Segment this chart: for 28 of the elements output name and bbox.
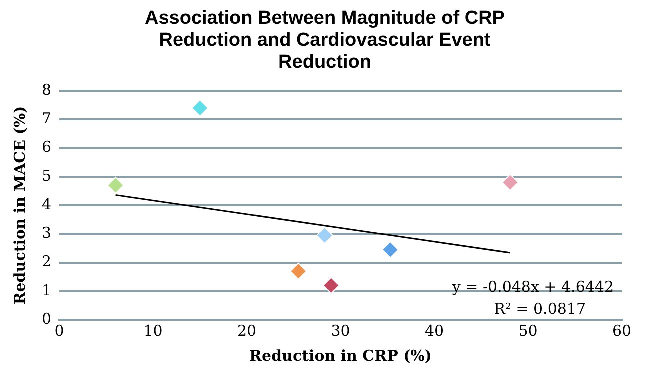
y-tick-label: 8 [42, 80, 52, 99]
point [502, 174, 519, 192]
x-tick-label: 40 [424, 322, 444, 340]
point [192, 100, 209, 117]
x-axis-title: Reduction in CRP (%) [250, 346, 432, 365]
x-tick-label: 10 [144, 322, 163, 340]
y-tick-label: 5 [42, 166, 52, 185]
y-tick-label: 2 [42, 252, 52, 271]
x-tick-label: 30 [331, 322, 350, 340]
x-tick-label: 60 [612, 322, 632, 340]
point [290, 262, 308, 280]
point [316, 227, 334, 244]
y-tick-label: 0 [42, 310, 52, 328]
y-axis-title: Reduction in MACE (%) [10, 106, 29, 305]
y-tick-label: 6 [42, 138, 52, 156]
y-tick-label: 1 [42, 281, 52, 300]
annotation: R² = 0.0817 [494, 300, 586, 318]
chart-title: Association Between Magnitude of CRP Reduction and Cardiovascular Event Reduction [144, 8, 506, 74]
y-tick-label: 3 [42, 224, 52, 242]
point [107, 176, 124, 194]
x-tick-label: 0 [54, 322, 64, 340]
point [382, 241, 399, 258]
y-tick-label: 4 [42, 195, 52, 214]
point [322, 277, 340, 294]
x-tick-label: 50 [518, 322, 538, 340]
y-tick-label: 7 [42, 110, 52, 128]
x-tick-label: 20 [237, 322, 257, 340]
annotation: y = -0.048x + 4.6442 [451, 278, 614, 296]
